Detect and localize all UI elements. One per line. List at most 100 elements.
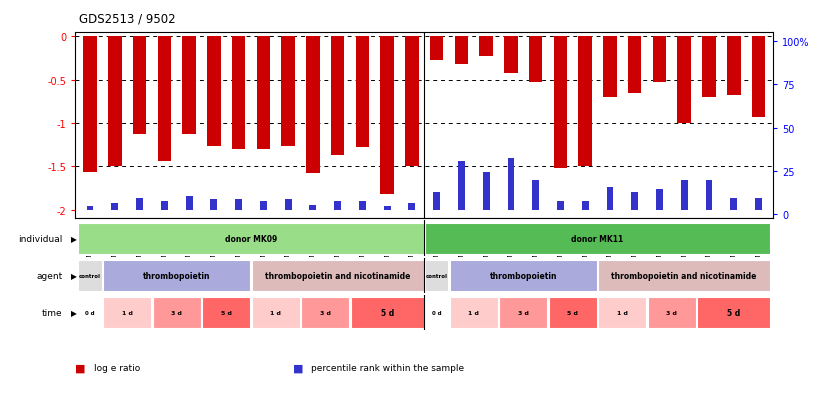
Bar: [430, 37, 443, 61]
Bar: [87, 207, 94, 210]
Text: thrombopoietin: thrombopoietin: [143, 271, 211, 280]
Bar: [384, 207, 390, 210]
Bar: [681, 181, 687, 210]
Bar: [752, 37, 765, 118]
Text: ▶: ▶: [71, 234, 77, 243]
Bar: [548, 297, 597, 328]
Bar: [450, 260, 597, 291]
Bar: [252, 297, 300, 328]
Bar: [425, 297, 448, 328]
Bar: [331, 37, 344, 156]
Text: log e ratio: log e ratio: [94, 363, 140, 372]
Bar: [507, 158, 514, 210]
Text: 1 d: 1 d: [270, 310, 281, 316]
Bar: [79, 223, 424, 254]
Bar: [726, 37, 741, 95]
Bar: [153, 297, 201, 328]
Text: agent: agent: [37, 271, 63, 280]
Text: 1 d: 1 d: [122, 310, 133, 316]
Bar: [207, 37, 221, 147]
Bar: [702, 37, 716, 98]
Bar: [161, 202, 168, 210]
Text: thrombopoietin and nicotinamide: thrombopoietin and nicotinamide: [611, 271, 757, 280]
Bar: [648, 297, 696, 328]
Text: ■: ■: [75, 363, 86, 373]
Text: control: control: [426, 273, 447, 278]
Bar: [285, 200, 292, 210]
Text: 3 d: 3 d: [517, 310, 528, 316]
Bar: [425, 260, 448, 291]
Text: 3 d: 3 d: [171, 310, 182, 316]
Bar: [351, 297, 424, 328]
Bar: [334, 202, 341, 210]
Text: GDS2513 / 9502: GDS2513 / 9502: [79, 13, 176, 26]
Bar: [232, 37, 246, 150]
Bar: [409, 203, 415, 210]
Bar: [425, 223, 770, 254]
Bar: [557, 202, 563, 210]
Bar: [136, 198, 143, 210]
Bar: [582, 202, 589, 210]
Text: 1 d: 1 d: [617, 310, 628, 316]
Bar: [731, 198, 737, 210]
Text: 0 d: 0 d: [432, 310, 441, 316]
Text: thrombopoietin: thrombopoietin: [490, 271, 557, 280]
Bar: [529, 37, 543, 83]
Bar: [84, 37, 97, 173]
Bar: [309, 205, 316, 210]
Text: ▶: ▶: [71, 309, 77, 317]
Bar: [202, 297, 250, 328]
Bar: [599, 260, 770, 291]
Bar: [355, 37, 370, 148]
Bar: [75, 218, 773, 219]
Bar: [697, 297, 770, 328]
Bar: [380, 37, 394, 195]
Bar: [603, 37, 617, 98]
Bar: [186, 197, 192, 210]
Text: 5 d: 5 d: [727, 309, 741, 317]
Text: 0 d: 0 d: [85, 310, 95, 316]
Bar: [359, 202, 366, 210]
Bar: [211, 200, 217, 210]
Bar: [607, 188, 614, 210]
Bar: [405, 37, 419, 167]
Bar: [79, 260, 102, 291]
Bar: [499, 297, 548, 328]
Bar: [504, 37, 517, 74]
Text: 5 d: 5 d: [380, 309, 394, 317]
Bar: [755, 198, 762, 210]
Text: ■: ■: [293, 363, 303, 373]
Text: percentile rank within the sample: percentile rank within the sample: [311, 363, 464, 372]
Text: individual: individual: [18, 234, 63, 243]
Text: thrombopoietin and nicotinamide: thrombopoietin and nicotinamide: [265, 271, 410, 280]
Bar: [235, 200, 242, 210]
Bar: [282, 37, 295, 147]
Bar: [656, 190, 663, 210]
Bar: [79, 297, 102, 328]
Text: 5 d: 5 d: [221, 310, 232, 316]
Bar: [157, 37, 171, 162]
Bar: [133, 37, 146, 135]
Text: 1 d: 1 d: [468, 310, 479, 316]
Bar: [433, 193, 440, 210]
Bar: [306, 37, 319, 174]
Text: 3 d: 3 d: [666, 310, 677, 316]
Text: time: time: [42, 309, 63, 317]
Bar: [301, 297, 349, 328]
Bar: [455, 37, 468, 65]
Bar: [257, 37, 270, 150]
Text: ▶: ▶: [71, 271, 77, 280]
Bar: [553, 37, 567, 169]
Bar: [252, 260, 424, 291]
Bar: [458, 162, 465, 210]
Bar: [482, 172, 490, 210]
Bar: [706, 181, 712, 210]
Text: 3 d: 3 d: [320, 310, 331, 316]
Bar: [103, 297, 151, 328]
Bar: [677, 37, 691, 124]
Bar: [103, 260, 250, 291]
Bar: [653, 37, 666, 83]
Bar: [450, 297, 497, 328]
Bar: [182, 37, 196, 134]
Bar: [628, 37, 641, 94]
